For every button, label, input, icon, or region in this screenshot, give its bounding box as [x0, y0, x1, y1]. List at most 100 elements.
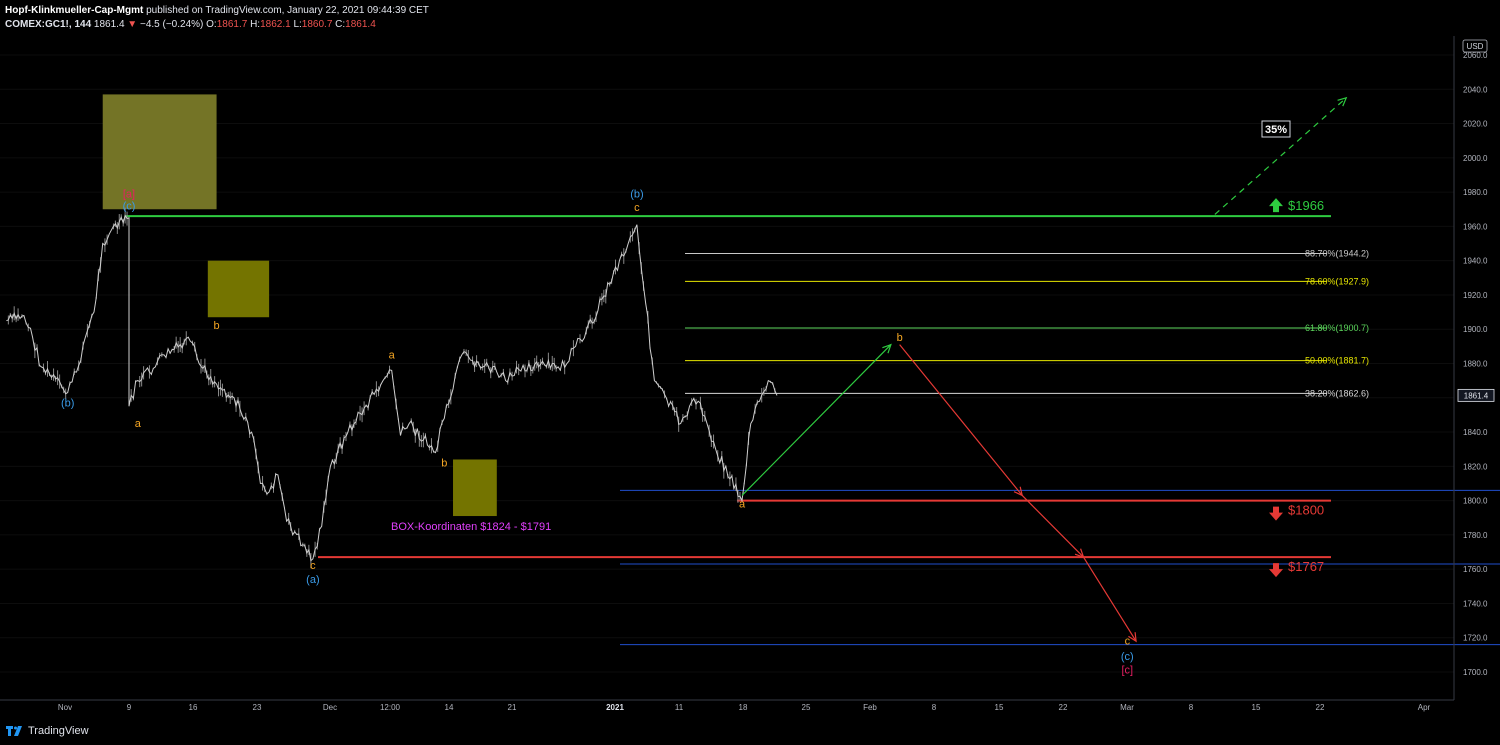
wave-label: [c] — [1122, 665, 1134, 677]
price-tick-label: 2020.0 — [1463, 120, 1488, 129]
info-lines-layer — [620, 489, 1500, 646]
price-tick-label: 2000.0 — [1463, 154, 1488, 163]
price-change: −4.5 (−0.24%) — [139, 19, 204, 30]
time-tick-label: Nov — [58, 703, 72, 712]
level-label: $1767 — [1288, 559, 1324, 574]
wave-label: c — [634, 202, 640, 214]
projection-arrow — [899, 344, 1023, 496]
high-value: 1862.1 — [260, 19, 291, 30]
time-tick-label: 9 — [127, 703, 132, 712]
close-label: C: — [335, 19, 346, 30]
price-tick-label: 1900.0 — [1463, 325, 1488, 334]
wave-label: c — [1125, 636, 1131, 648]
zone-box — [453, 459, 497, 517]
percent-tag-box — [1261, 120, 1291, 138]
price-tick-label: 1840.0 — [1463, 428, 1488, 437]
price-tick-label: 1940.0 — [1463, 257, 1488, 266]
price-tick-label: 1760.0 — [1463, 565, 1488, 574]
arrow-down-icon — [1269, 506, 1283, 521]
last-price: 1861.4 — [93, 19, 125, 30]
price-tick-label: 2040.0 — [1463, 85, 1488, 94]
publisher-name[interactable]: Hopf-Klinkmueller-Cap-Mgmt — [5, 5, 144, 16]
time-tick-label: 25 — [802, 703, 811, 712]
time-tick-label: Apr — [1418, 703, 1431, 712]
footer-brand[interactable]: TradingView — [28, 725, 89, 737]
percent-tag: 35% — [1265, 124, 1287, 136]
currency-label: USD — [1467, 42, 1484, 51]
wave-label: (c) — [123, 200, 136, 212]
time-tick-label: 14 — [445, 703, 454, 712]
arrow-down-icon — [1269, 563, 1283, 578]
time-tick-label: 11 — [675, 703, 684, 712]
arrowhead-icon — [1337, 96, 1348, 107]
price-tick-label: 1800.0 — [1463, 497, 1488, 506]
wave-label: a — [135, 418, 142, 430]
wave-label: b — [897, 332, 903, 344]
levels-layer: $1966 $1800 $1767 — [125, 198, 1331, 578]
fib-label: 38.20%(1862.6) — [1305, 388, 1369, 398]
time-tick-label: Mar — [1120, 703, 1134, 712]
projection-arrows-layer — [741, 96, 1348, 643]
annotations-layer: BOX-Koordinaten $1824 - $1791 35% — [391, 120, 1291, 533]
low-value: 1860.7 — [301, 19, 333, 30]
price-tick-label: 1980.0 — [1463, 188, 1488, 197]
wave-label: (c) — [1121, 651, 1134, 663]
price-series — [6, 207, 778, 569]
wave-label: (b) — [630, 188, 643, 200]
open-label: O: — [206, 19, 217, 30]
price-tick-label: 1740.0 — [1463, 599, 1488, 608]
wave-label: [a] — [123, 188, 135, 200]
wave-label: (a) — [306, 574, 319, 586]
footer: TradingView — [6, 725, 89, 737]
level-label: $1966 — [1288, 198, 1324, 213]
last-price-tag — [1457, 388, 1495, 402]
zone-box — [207, 260, 270, 318]
wave-label: a — [389, 349, 396, 361]
wave-label: c — [310, 560, 316, 572]
box-coordinates-note: BOX-Koordinaten $1824 - $1791 — [391, 521, 551, 533]
price-tick-label: 1960.0 — [1463, 222, 1488, 231]
open-value: 1861.7 — [216, 19, 248, 30]
zone-box — [102, 94, 217, 210]
time-tick-label: 15 — [1252, 703, 1261, 712]
tradingview-logo-icon — [6, 726, 22, 736]
wave-label: b — [441, 457, 447, 469]
price-tick-label: 1820.0 — [1463, 462, 1488, 471]
wave-label: a — [739, 498, 746, 510]
close-value: 1861.4 — [345, 19, 376, 30]
price-tick-label: 1780.0 — [1463, 531, 1488, 540]
wave-label: (b) — [61, 397, 74, 409]
fib-label: 50.00%(1881.7) — [1305, 356, 1369, 366]
time-axis[interactable]: Nov 9 16 23 Dec 12:00 14 21 2021 11 18 25 Feb 8 15 22 Ma… — [0, 699, 1454, 712]
publish-line: Hopf-Klinkmueller-Cap-Mgmt published on … — [5, 4, 429, 18]
time-tick-label: Dec — [323, 703, 337, 712]
time-tick-label: 12:00 — [380, 703, 401, 712]
price-tick-label: 1720.0 — [1463, 634, 1488, 643]
price-tick-label: 1920.0 — [1463, 291, 1488, 300]
symbol-line: COMEX:GC1!, 144 1861.4 ▼ −4.5 (−0.24%) O… — [5, 18, 429, 32]
time-tick-label: Feb — [863, 703, 877, 712]
high-label: H: — [250, 19, 261, 30]
arrow-up-icon — [1269, 198, 1283, 213]
last-price-label: 1861.4 — [1464, 391, 1489, 400]
arrowhead-icon — [1128, 632, 1137, 643]
projection-arrow — [1021, 495, 1084, 558]
arrowhead-icon — [882, 343, 892, 354]
fibonacci-layer: 88.70%(1944.2) 78.60%(1927.9) 61.80%(1900.… — [685, 248, 1369, 398]
time-tick-label: 21 — [508, 703, 517, 712]
price-tick-label: 2060.0 — [1463, 51, 1488, 60]
time-tick-label: 18 — [739, 703, 748, 712]
price-axis[interactable]: 1700.0 1720.0 1740.0 1760.0 1780.0 1800.0 1820… — [1453, 36, 1495, 700]
fib-label: 78.60%(1927.9) — [1305, 276, 1369, 286]
price-tick-label: 1700.0 — [1463, 668, 1488, 677]
symbol-name[interactable]: COMEX:GC1!, 144 — [5, 19, 92, 30]
time-tick-label: 8 — [932, 703, 937, 712]
low-label: L: — [293, 19, 302, 30]
currency-box — [1462, 39, 1488, 53]
projection-arrow — [1214, 97, 1347, 215]
price-tick-label: 1880.0 — [1463, 360, 1488, 369]
wave-label: b — [214, 320, 220, 332]
